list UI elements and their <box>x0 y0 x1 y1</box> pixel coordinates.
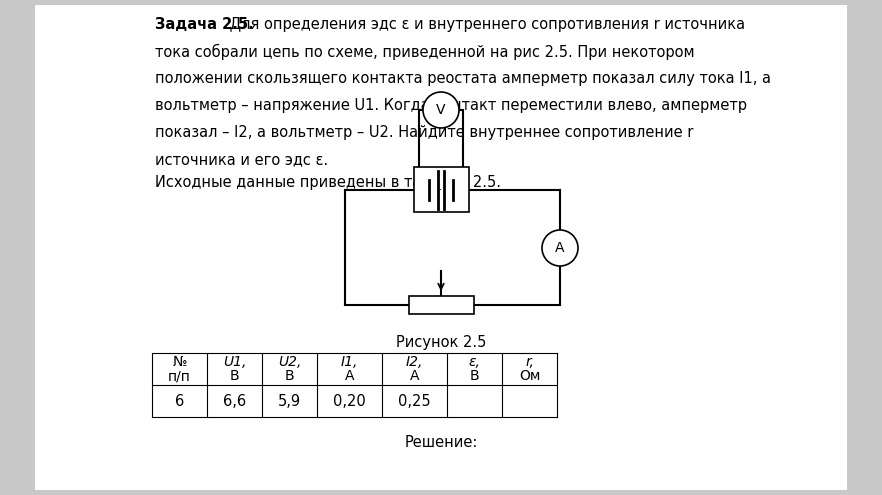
Text: 6,6: 6,6 <box>223 394 246 408</box>
Text: 0,25: 0,25 <box>398 394 430 408</box>
Text: положении скользящего контакта реостата амперметр показал силу тока I1, а: положении скользящего контакта реостата … <box>155 71 771 86</box>
Text: А: А <box>345 369 355 383</box>
Text: I1,: I1, <box>340 355 358 369</box>
Text: тока собрали цепь по схеме, приведенной на рис 2.5. При некотором: тока собрали цепь по схеме, приведенной … <box>155 44 695 60</box>
Text: вольтметр – напряжение U1. Когда контакт переместили влево, амперметр: вольтметр – напряжение U1. Когда контакт… <box>155 98 747 113</box>
Text: 5,9: 5,9 <box>278 394 301 408</box>
Text: U2,: U2, <box>278 355 301 369</box>
Text: Ом: Ом <box>519 369 540 383</box>
Text: Решение:: Решение: <box>404 435 478 450</box>
Text: V: V <box>437 103 445 117</box>
Bar <box>409 296 474 314</box>
Text: A: A <box>556 241 564 255</box>
Text: показал – I2, а вольтметр – U2. Найдите внутреннее сопротивление r: показал – I2, а вольтметр – U2. Найдите … <box>155 125 693 140</box>
Text: ε,: ε, <box>468 355 481 369</box>
Text: Для определения эдс ε и внутреннего сопротивления r источника: Для определения эдс ε и внутреннего сопр… <box>225 17 745 32</box>
Text: I2,: I2, <box>406 355 423 369</box>
Text: В: В <box>229 369 239 383</box>
Text: В: В <box>470 369 479 383</box>
Text: В: В <box>285 369 295 383</box>
Text: Рисунок 2.5: Рисунок 2.5 <box>396 335 486 350</box>
Text: ···: ··· <box>436 185 446 195</box>
Circle shape <box>542 230 578 266</box>
Text: 6: 6 <box>175 394 184 408</box>
Text: Исходные данные приведены в таблице 2.5.: Исходные данные приведены в таблице 2.5. <box>155 174 501 190</box>
Text: U1,: U1, <box>223 355 246 369</box>
Text: А: А <box>410 369 419 383</box>
Text: 0,20: 0,20 <box>333 394 366 408</box>
Bar <box>414 167 469 212</box>
Text: Задача 2.5.: Задача 2.5. <box>155 17 254 32</box>
Text: п/п: п/п <box>168 369 191 383</box>
Text: источника и его эдс ε.: источника и его эдс ε. <box>155 152 328 167</box>
Text: r,: r, <box>525 355 534 369</box>
Text: №: № <box>172 355 187 369</box>
Circle shape <box>423 92 459 128</box>
